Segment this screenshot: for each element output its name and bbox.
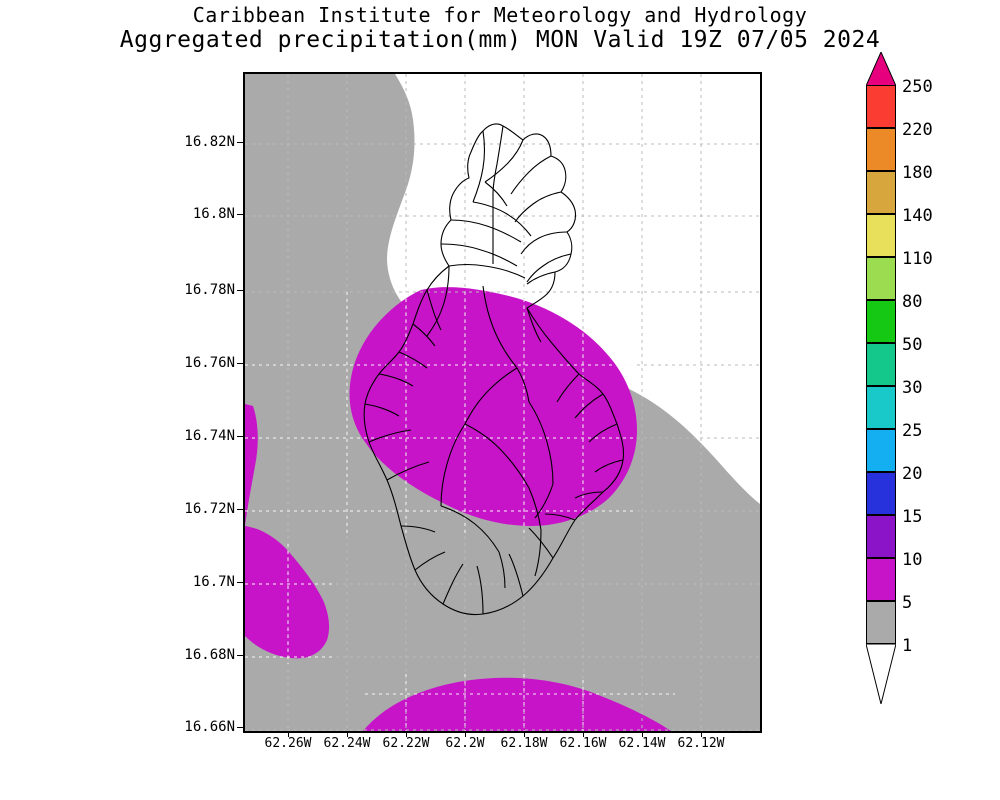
x-tick-label: 62.22W xyxy=(382,736,430,751)
colorbar-band-5-10[interactable] xyxy=(866,558,896,601)
y-tick-label: 16.82N xyxy=(184,134,235,150)
y-tick-mark xyxy=(237,509,243,510)
x-tick-label: 62.14W xyxy=(618,736,666,751)
y-tick-mark xyxy=(237,727,243,728)
x-tick-mark xyxy=(288,731,289,737)
colorbar-band-220-250[interactable] xyxy=(866,85,896,128)
colorbar-tick-label: 1 xyxy=(902,636,913,656)
colorbar-band-25-30[interactable] xyxy=(866,386,896,429)
colorbar-tick-label: 50 xyxy=(902,335,923,355)
colorbar-band-15-20[interactable] xyxy=(866,472,896,515)
colorbar-tick-label: 20 xyxy=(902,464,923,484)
map-plot-area[interactable] xyxy=(243,72,762,733)
colorbar-band-1-5[interactable] xyxy=(866,601,896,644)
x-tick-label: 62.18W xyxy=(500,736,548,751)
x-tick-mark xyxy=(465,731,466,737)
band-5to10-east-lobe-region xyxy=(589,364,633,488)
colorbar-band-110-140[interactable] xyxy=(866,214,896,257)
y-tick-label: 16.7N xyxy=(192,574,235,590)
y-tick-label: 16.8N xyxy=(192,206,235,222)
page-title: Aggregated precipitation(mm) MON Valid 1… xyxy=(119,27,881,53)
colorbar-band-80-110[interactable] xyxy=(866,257,896,300)
colorbar-tick-label: 15 xyxy=(902,507,923,527)
colorbar-band-180-220[interactable] xyxy=(866,128,896,171)
colorbar-tick-label: 30 xyxy=(902,378,923,398)
colorbar-band-20-25[interactable] xyxy=(866,429,896,472)
y-tick-mark xyxy=(237,142,243,143)
x-tick-label: 62.24W xyxy=(323,736,371,751)
y-tick-mark xyxy=(237,436,243,437)
montserrat-outline xyxy=(363,123,625,616)
y-tick-label: 16.72N xyxy=(184,501,235,517)
y-tick-label: 16.66N xyxy=(184,719,235,735)
x-tick-label: 62.2W xyxy=(445,736,485,751)
y-tick-mark xyxy=(237,582,243,583)
colorbar-band-30-50[interactable] xyxy=(866,343,896,386)
x-tick-mark xyxy=(406,731,407,737)
chart-title-block: Caribbean Institute for Meteorology and … xyxy=(0,3,1000,54)
x-tick-label: 62.16W xyxy=(559,736,607,751)
x-tick-mark xyxy=(347,731,348,737)
y-tick-mark xyxy=(237,290,243,291)
map-canvas xyxy=(245,74,760,731)
y-tick-mark xyxy=(237,214,243,215)
colorbar-tick-label: 25 xyxy=(902,421,923,441)
colorbar-tick-label: 10 xyxy=(902,550,923,570)
y-tick-label: 16.78N xyxy=(184,282,235,298)
colorbar-tick-label: 250 xyxy=(902,77,933,97)
institute-title: Caribbean Institute for Meteorology and … xyxy=(192,3,808,27)
band-5to10-west-region xyxy=(245,404,330,659)
colorbar-tick-label: 80 xyxy=(902,292,923,312)
map-svg xyxy=(245,74,760,731)
x-tick-mark xyxy=(524,731,525,737)
colorbar-top-arrow xyxy=(866,52,896,86)
map-gridlines-over-fill xyxy=(245,292,675,731)
band-5to10-south-region xyxy=(363,677,671,731)
x-tick-label: 62.12W xyxy=(677,736,725,751)
y-tick-label: 16.76N xyxy=(184,355,235,371)
x-tick-mark xyxy=(583,731,584,737)
x-tick-mark xyxy=(701,731,702,737)
colorbar-tick-label: 180 xyxy=(902,163,933,183)
y-tick-mark xyxy=(237,363,243,364)
colorbar-tick-label: 220 xyxy=(902,120,933,140)
y-tick-label: 16.68N xyxy=(184,647,235,663)
band-5to10-island-region xyxy=(349,287,637,526)
x-tick-label: 62.26W xyxy=(264,736,312,751)
colorbar-tick-label: 5 xyxy=(902,593,913,613)
colorbar-band-50-80[interactable] xyxy=(866,300,896,343)
colorbar-band-10-15[interactable] xyxy=(866,515,896,558)
x-tick-mark xyxy=(642,731,643,737)
colorbar-tick-label: 110 xyxy=(902,249,933,269)
y-tick-mark xyxy=(237,655,243,656)
colorbar[interactable]: 250 220 180 140 110 80 50 30 25 20 15 10… xyxy=(866,52,933,730)
colorbar-bottom-arrow xyxy=(866,644,896,704)
y-tick-label: 16.74N xyxy=(184,428,235,444)
colorbar-band-140-180[interactable] xyxy=(866,171,896,214)
colorbar-tick-label: 140 xyxy=(902,206,933,226)
